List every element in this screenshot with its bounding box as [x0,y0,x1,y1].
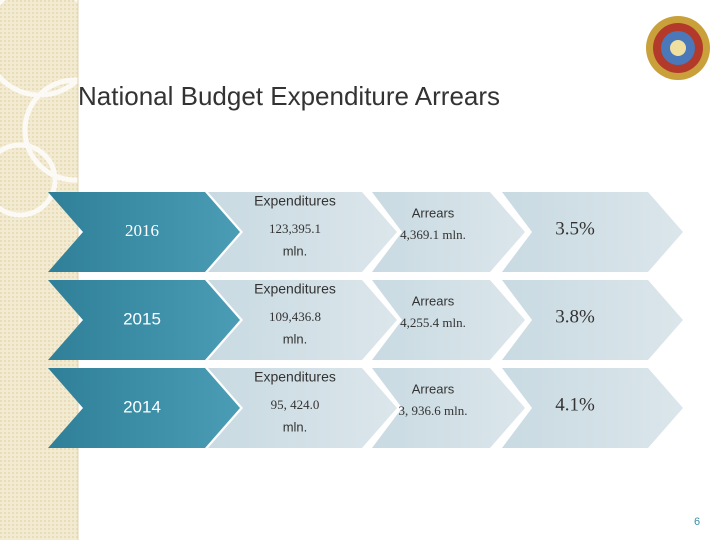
emblem [646,16,710,80]
year-chevron [48,280,240,360]
expenditures-label: Expenditures [254,369,336,385]
year: 2016 [125,221,159,240]
share: 4.1% [555,394,595,415]
expenditures-value: 109,436.8 [269,309,321,324]
expenditure-chevron [208,368,397,448]
arrears-label: Arrears [412,381,455,396]
expenditure-chevron [208,192,397,272]
expenditures-value: 95, 424.0 [271,397,320,412]
share: 3.8% [555,306,595,327]
year-chevron [48,368,240,448]
expenditures-value: 123,395.1 [269,221,321,236]
expenditures-label: Expenditures [254,193,336,209]
arrears-label: Arrears [412,293,455,308]
page-number: 6 [694,516,700,528]
arrears-chevron [372,368,525,448]
share: 3.5% [555,218,595,239]
expenditures-unit: mln. [283,243,308,258]
year-chevron [48,192,240,272]
expenditures-unit: mln. [283,331,308,346]
share-chevron [502,192,683,272]
arrears-value: 3, 936.6 mln. [399,403,468,418]
arrears-value: 4,369.1 mln. [400,227,466,242]
year: 2014 [123,397,161,416]
share-chevron [502,368,683,448]
arrears-chevron [372,192,525,272]
year: 2015 [123,309,161,328]
expenditure-chevron [208,280,397,360]
expenditures-label: Expenditures [254,281,336,297]
decor-circles [0,0,128,218]
expenditures-unit: mln. [283,419,308,434]
share-chevron [502,280,683,360]
arrears-label: Arrears [412,205,455,220]
slide-title: National Budget Expenditure Arrears [78,81,500,111]
arrears-value: 4,255.4 mln. [400,315,466,330]
arrears-chevron [372,280,525,360]
